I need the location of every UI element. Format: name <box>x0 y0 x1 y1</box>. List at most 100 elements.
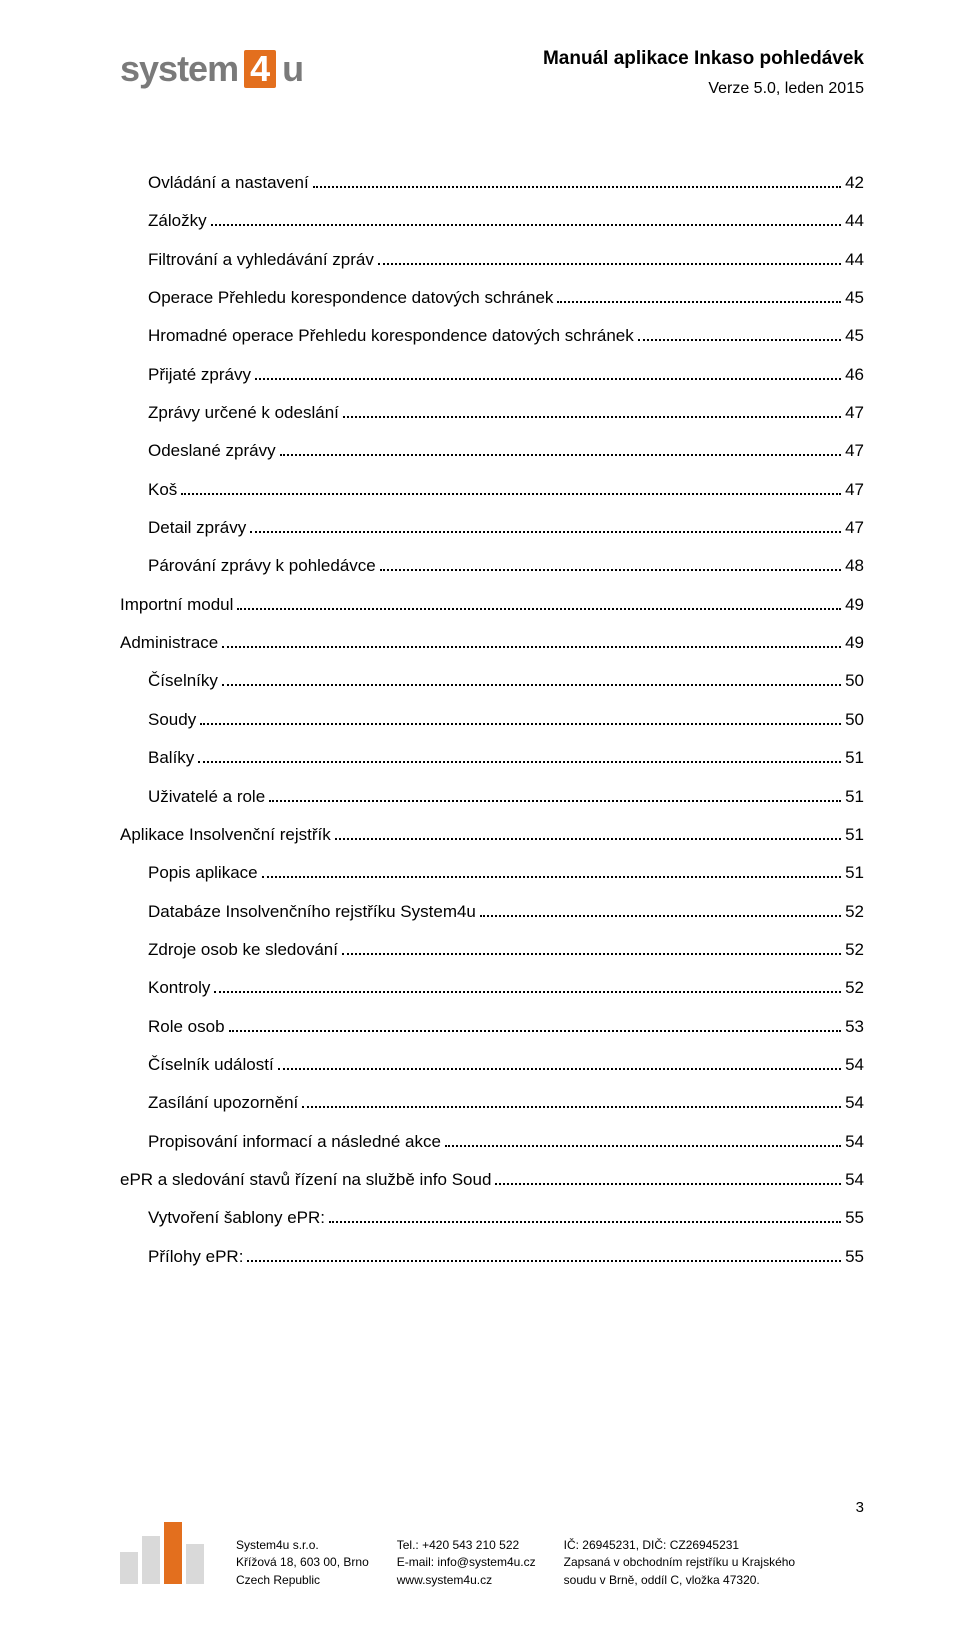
toc-page-number: 45 <box>845 323 864 349</box>
toc-row[interactable]: Zasílání upozornění 54 <box>120 1090 864 1116</box>
toc-row[interactable]: ePR a sledování stavů řízení na službě i… <box>120 1167 864 1193</box>
toc-label: Hromadné operace Přehledu korespondence … <box>148 323 634 349</box>
toc-leader <box>638 325 841 341</box>
footer-logo-bar <box>120 1552 138 1584</box>
toc-page-number: 52 <box>845 899 864 925</box>
toc-leader <box>247 1245 841 1261</box>
toc-page-number: 49 <box>845 592 864 618</box>
document-page: system 4 u Manuál aplikace Inkaso pohled… <box>0 0 960 1629</box>
footer-line: System4u s.r.o. <box>236 1537 369 1554</box>
toc-label: Propisování informací a následné akce <box>148 1129 441 1155</box>
toc-label: Číselníky <box>148 668 218 694</box>
toc-row[interactable]: Koš 47 <box>120 477 864 503</box>
toc-leader <box>250 517 841 533</box>
toc-page-number: 55 <box>845 1244 864 1270</box>
toc-page-number: 52 <box>845 975 864 1001</box>
footer-logo-bar <box>186 1544 204 1584</box>
footer-line: soudu v Brně, oddíl C, vložka 47320. <box>564 1572 795 1589</box>
toc-page-number: 54 <box>845 1090 864 1116</box>
toc-leader <box>480 900 841 916</box>
toc-page-number: 49 <box>845 630 864 656</box>
toc-row[interactable]: Uživatelé a role 51 <box>120 784 864 810</box>
toc-row[interactable]: Detail zprávy 47 <box>120 515 864 541</box>
toc-label: Záložky <box>148 208 207 234</box>
footer-logo <box>120 1522 208 1589</box>
toc-page-number: 55 <box>845 1205 864 1231</box>
toc-row[interactable]: Přílohy ePR: 55 <box>120 1244 864 1270</box>
toc-row[interactable]: Operace Přehledu korespondence datových … <box>120 285 864 311</box>
toc-label: Koš <box>148 477 177 503</box>
toc-page-number: 50 <box>845 707 864 733</box>
toc-leader <box>329 1207 841 1223</box>
toc-leader <box>557 287 841 303</box>
logo-number: 4 <box>244 50 276 88</box>
toc-leader <box>335 823 841 839</box>
toc-label: Role osob <box>148 1014 225 1040</box>
toc-leader <box>222 670 841 686</box>
toc-row[interactable]: Popis aplikace 51 <box>120 860 864 886</box>
toc-label: Číselník událostí <box>148 1052 274 1078</box>
toc-row[interactable]: Aplikace Insolvenční rejstřík 51 <box>120 822 864 848</box>
toc-page-number: 52 <box>845 937 864 963</box>
toc-page-number: 47 <box>845 438 864 464</box>
toc-row[interactable]: Ovládání a nastavení 42 <box>120 170 864 196</box>
toc-label: Párování zprávy k pohledávce <box>148 553 376 579</box>
footer-line: Tel.: +420 543 210 522 <box>397 1537 536 1554</box>
footer-columns: System4u s.r.o. Křížová 18, 603 00, Brno… <box>236 1537 864 1589</box>
toc-row[interactable]: Role osob 53 <box>120 1014 864 1040</box>
toc-page-number: 54 <box>845 1167 864 1193</box>
page-footer: 3 System4u s.r.o. Křížová 18, 603 00, Br… <box>0 1499 960 1589</box>
footer-line: Křížová 18, 603 00, Brno <box>236 1554 369 1571</box>
toc-row[interactable]: Číselníky 50 <box>120 668 864 694</box>
toc-label: Zdroje osob ke sledování <box>148 937 338 963</box>
toc-label: Přílohy ePR: <box>148 1244 243 1270</box>
page-header: system 4 u Manuál aplikace Inkaso pohled… <box>120 48 864 98</box>
toc-leader <box>313 172 841 188</box>
logo-text-left: system <box>120 48 238 90</box>
toc-row[interactable]: Administrace 49 <box>120 630 864 656</box>
toc-row[interactable]: Hromadné operace Přehledu korespondence … <box>120 323 864 349</box>
toc-page-number: 48 <box>845 553 864 579</box>
toc-row[interactable]: Balíky 51 <box>120 745 864 771</box>
toc-row[interactable]: Kontroly 52 <box>120 975 864 1001</box>
toc-row[interactable]: Odeslané zprávy 47 <box>120 438 864 464</box>
toc-leader <box>181 478 841 494</box>
table-of-contents: Ovládání a nastavení 42 Záložky 44 Filtrov… <box>120 170 864 1270</box>
toc-leader <box>343 402 841 418</box>
toc-row[interactable]: Databáze Insolvenčního rejstříku System4… <box>120 899 864 925</box>
toc-label: Kontroly <box>148 975 210 1001</box>
toc-page-number: 47 <box>845 477 864 503</box>
toc-row[interactable]: Zdroje osob ke sledování 52 <box>120 937 864 963</box>
logo: system 4 u <box>120 48 303 90</box>
toc-leader <box>495 1169 841 1185</box>
toc-row[interactable]: Soudy 50 <box>120 707 864 733</box>
toc-label: Balíky <box>148 745 194 771</box>
toc-label: Databáze Insolvenčního rejstříku System4… <box>148 899 476 925</box>
footer-logo-svg <box>120 1522 208 1584</box>
toc-leader <box>237 593 841 609</box>
toc-page-number: 44 <box>845 208 864 234</box>
toc-label: Soudy <box>148 707 196 733</box>
toc-row[interactable]: Filtrování a vyhledávání zpráv 44 <box>120 247 864 273</box>
toc-row[interactable]: Číselník událostí 54 <box>120 1052 864 1078</box>
toc-row[interactable]: Vytvoření šablony ePR: 55 <box>120 1205 864 1231</box>
toc-page-number: 51 <box>845 745 864 771</box>
toc-leader <box>222 632 841 648</box>
toc-row[interactable]: Přijaté zprávy 46 <box>120 362 864 388</box>
toc-label: Popis aplikace <box>148 860 258 886</box>
toc-page-number: 51 <box>845 784 864 810</box>
toc-leader <box>280 440 842 456</box>
toc-row[interactable]: Zprávy určené k odeslání 47 <box>120 400 864 426</box>
toc-row[interactable]: Propisování informací a následné akce 54 <box>120 1129 864 1155</box>
toc-leader <box>255 363 841 379</box>
toc-row[interactable]: Párování zprávy k pohledávce 48 <box>120 553 864 579</box>
toc-label: Filtrování a vyhledávání zpráv <box>148 247 374 273</box>
toc-page-number: 47 <box>845 515 864 541</box>
toc-leader <box>278 1053 841 1069</box>
toc-row[interactable]: Importní modul 49 <box>120 592 864 618</box>
toc-row[interactable]: Záložky 44 <box>120 208 864 234</box>
toc-page-number: 51 <box>845 822 864 848</box>
footer-col-contact: Tel.: +420 543 210 522 E-mail: info@syst… <box>397 1537 536 1589</box>
toc-leader <box>200 708 841 724</box>
toc-page-number: 46 <box>845 362 864 388</box>
